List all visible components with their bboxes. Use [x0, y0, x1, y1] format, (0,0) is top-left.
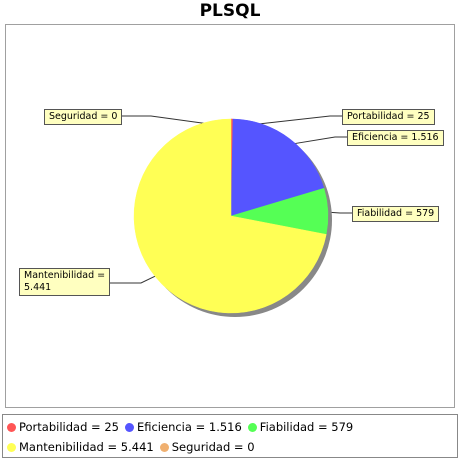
slice-label-seguridad: Seguridad = 0 [44, 109, 123, 125]
slice-label-portabilidad: Portabilidad = 25 [342, 109, 435, 125]
leader-line-eficiencia [284, 136, 347, 146]
legend-row-2: Mantenibilidad = 5.441 Seguridad = 0 [7, 440, 261, 454]
legend-item-eficiencia: Eficiencia = 1.516 [124, 420, 242, 434]
slice-label-fiabilidad: Fiabilidad = 579 [352, 206, 440, 222]
legend-item-portabilidad: Portabilidad = 25 [7, 420, 119, 434]
pie-slice-eficiencia [230, 118, 325, 217]
legend-text-eficiencia: Eficiencia = 1.516 [136, 420, 242, 434]
legend-swatch-mantenibilidad [7, 443, 16, 452]
pie-slices [133, 118, 329, 314]
legend: Portabilidad = 25 Eficiencia = 1.516 Fiabi… [2, 414, 458, 458]
legend-swatch-seguridad [159, 443, 169, 452]
slice-label-eficiencia: Eficiencia = 1.516 [347, 130, 444, 146]
pie-chart [106, 115, 352, 317]
legend-item-mantenibilidad: Mantenibilidad = 5.441 [7, 440, 154, 454]
legend-swatch-portabilidad [7, 423, 16, 432]
legend-swatch-eficiencia [124, 423, 134, 432]
mantenibilidad-label-line2: 5.441 [24, 282, 52, 293]
legend-row-1: Portabilidad = 25 Eficiencia = 1.516 Fiabi… [7, 420, 359, 434]
legend-text-fiabilidad: Fiabilidad = 579 [259, 420, 354, 434]
chart-title: PLSQL [199, 1, 261, 21]
slice-label-mantenibilidad: Mantenibilidad = 5.441 [19, 268, 111, 296]
plot-area: Seguridad = 0 Portabilidad = 25 Eficienc… [5, 24, 455, 408]
pie-slice-mantenibilidad [133, 118, 327, 314]
legend-text-portabilidad: Portabilidad = 25 [19, 420, 119, 434]
legend-item-seguridad: Seguridad = 0 [159, 440, 255, 454]
legend-text-seguridad: Seguridad = 0 [171, 440, 255, 454]
legend-text-mantenibilidad: Mantenibilidad = 5.441 [19, 440, 154, 454]
legend-swatch-fiabilidad [247, 423, 257, 432]
mantenibilidad-label-line1: Mantenibilidad = [24, 270, 106, 281]
legend-item-fiabilidad: Fiabilidad = 579 [247, 420, 354, 434]
leader-line-portabilidad [231, 115, 342, 128]
